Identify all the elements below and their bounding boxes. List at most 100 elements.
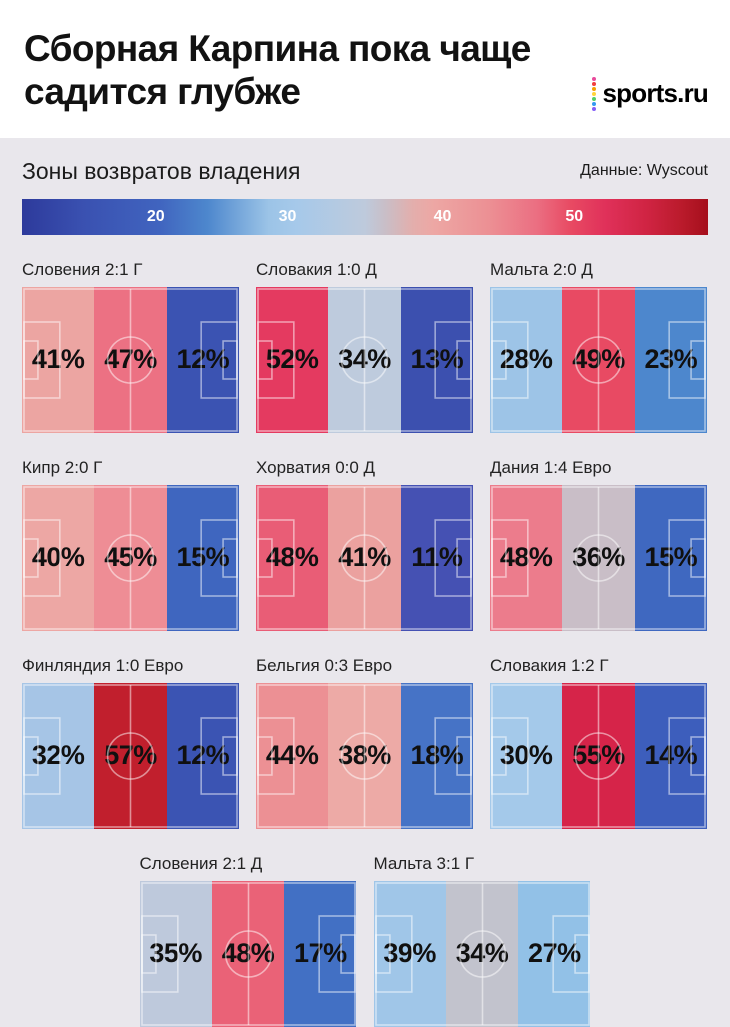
pitch-row-1: Словения 2:1 Г 41% 47% 12% Словакия 1:0 …	[22, 260, 708, 433]
zone-percent: 15%	[644, 542, 698, 573]
scale-tick-20: 20	[146, 207, 165, 225]
zone-percent: 48%	[221, 938, 275, 969]
match-label: Словения 2:1 Д	[139, 853, 263, 873]
zone-percent: 13%	[410, 344, 464, 375]
pitch-heatmap: 48% 41% 11%	[256, 484, 473, 631]
zone-percent: 47%	[104, 344, 157, 375]
zone-left: 44%	[256, 682, 329, 829]
match-label: Словения 2:1 Г	[22, 259, 143, 279]
zone-left: 30%	[490, 682, 563, 829]
match-card: Кипр 2:0 Г 40% 45% 15%	[22, 458, 239, 631]
zone-percent: 12%	[176, 344, 230, 375]
zone-left: 28%	[490, 286, 563, 433]
zone-percent: 23%	[644, 344, 698, 375]
zone-percent: 15%	[176, 542, 230, 573]
zone-percent: 41%	[338, 542, 391, 573]
zone-percent: 55%	[572, 740, 625, 771]
zone-middle: 34%	[445, 880, 519, 1027]
zone-left: 52%	[256, 286, 329, 433]
zone-middle: 55%	[562, 682, 635, 829]
zone-percent: 45%	[104, 542, 157, 573]
zone-percent: 11%	[411, 542, 463, 573]
pitch-row-3: Финляндия 1:0 Евро 32% 57% 12% Бельгия 0…	[22, 656, 708, 829]
scale-tick-50: 50	[565, 207, 584, 225]
zone-percent: 18%	[410, 740, 464, 771]
zone-percent: 35%	[149, 938, 202, 969]
pitch-heatmap: 40% 45% 15%	[22, 484, 239, 631]
zone-percent: 49%	[572, 344, 625, 375]
zone-right: 11%	[400, 484, 473, 631]
page-title: Сборная Карпина пока чаще садится глубже	[24, 28, 531, 114]
match-label: Мальта 3:1 Г	[373, 853, 475, 873]
pitch-heatmap: 48% 36% 15%	[490, 484, 707, 631]
zone-percent: 27%	[528, 938, 581, 969]
match-label: Хорватия 0:0 Д	[256, 457, 376, 477]
pitch-heatmap: 52% 34% 13%	[256, 286, 473, 433]
pitch-heatmap: 28% 49% 23%	[490, 286, 707, 433]
match-card: Финляндия 1:0 Евро 32% 57% 12%	[22, 656, 239, 829]
zone-percent: 14%	[644, 740, 698, 771]
zone-percent: 40%	[31, 542, 85, 573]
zone-middle: 41%	[328, 484, 401, 631]
zone-percent: 28%	[499, 344, 553, 375]
zone-right: 15%	[634, 484, 707, 631]
match-card: Хорватия 0:0 Д 48% 41% 11%	[256, 458, 473, 631]
match-card: Словения 2:1 Г 41% 47% 12%	[22, 260, 239, 433]
match-card: Словения 2:1 Д 35% 48% 17%	[139, 853, 357, 1027]
zone-middle: 38%	[328, 682, 401, 829]
zone-percent: 52%	[265, 344, 319, 375]
zone-right: 13%	[400, 286, 473, 433]
match-card: Словакия 1:2 Г 30% 55% 14%	[490, 656, 707, 829]
pitch-heatmap: 39% 34% 27%	[373, 880, 591, 1027]
page-title-line1: Сборная Карпина пока чаще	[24, 28, 531, 69]
scale-tick-30: 30	[278, 207, 297, 225]
match-label: Словакия 1:0 Д	[256, 259, 377, 279]
zone-middle: 48%	[211, 880, 285, 1027]
zone-right: 14%	[634, 682, 707, 829]
match-label: Бельгия 0:3 Евро	[256, 655, 393, 675]
zone-left: 40%	[22, 484, 95, 631]
zone-percent: 32%	[31, 740, 85, 771]
match-card: Бельгия 0:3 Евро 44% 38% 18%	[256, 656, 473, 829]
pitch-heatmap: 32% 57% 12%	[22, 682, 239, 829]
pitch-row-2: Кипр 2:0 Г 40% 45% 15% Хорватия 0:0 Д 48…	[22, 458, 708, 631]
pitch-heatmap: 35% 48% 17%	[139, 880, 357, 1027]
zone-middle: 49%	[562, 286, 635, 433]
logo-text: sports.ru	[602, 78, 709, 109]
zone-right: 23%	[634, 286, 707, 433]
zone-percent: 48%	[499, 542, 553, 573]
zone-percent: 34%	[455, 938, 509, 969]
match-card: Словакия 1:0 Д 52% 34% 13%	[256, 260, 473, 433]
zone-percent: 48%	[265, 542, 319, 573]
zone-middle: 36%	[562, 484, 635, 631]
zone-percent: 34%	[338, 344, 391, 375]
zone-left: 39%	[373, 880, 446, 1027]
pitch-row-4: Словения 2:1 Д 35% 48% 17% Мальта 3:1 Г …	[22, 854, 708, 1027]
pitch-heatmap: 30% 55% 14%	[490, 682, 707, 829]
subheader: Зоны возвратов владения Данные: Wyscout	[0, 138, 730, 199]
zone-middle: 47%	[94, 286, 167, 433]
logo-dots-icon	[591, 76, 596, 111]
zone-left: 48%	[490, 484, 563, 631]
scale-tick-40: 40	[433, 207, 452, 225]
zone-right: 18%	[400, 682, 473, 829]
zone-percent: 44%	[265, 740, 319, 771]
zone-right: 15%	[166, 484, 239, 631]
match-card: Мальта 2:0 Д 28% 49% 23%	[490, 260, 707, 433]
zone-middle: 34%	[328, 286, 401, 433]
header: Сборная Карпина пока чаще садится глубже…	[0, 0, 730, 138]
zone-left: 35%	[139, 880, 212, 1027]
zone-percent: 30%	[499, 740, 553, 771]
match-label: Дания 1:4 Евро	[490, 457, 612, 477]
zone-right: 12%	[166, 286, 239, 433]
zone-percent: 57%	[104, 740, 157, 771]
zone-left: 32%	[22, 682, 95, 829]
pitch-heatmap: 41% 47% 12%	[22, 286, 239, 433]
zone-right: 27%	[518, 880, 591, 1027]
zone-left: 41%	[22, 286, 95, 433]
match-label: Кипр 2:0 Г	[22, 457, 103, 477]
sports-ru-logo[interactable]: sports.ru	[591, 76, 709, 114]
pitch-grid: Словения 2:1 Г 41% 47% 12% Словакия 1:0 …	[0, 260, 730, 1027]
color-scale-bar: 20 30 40 50	[22, 198, 708, 235]
match-card: Мальта 3:1 Г 39% 34% 27%	[373, 853, 591, 1027]
